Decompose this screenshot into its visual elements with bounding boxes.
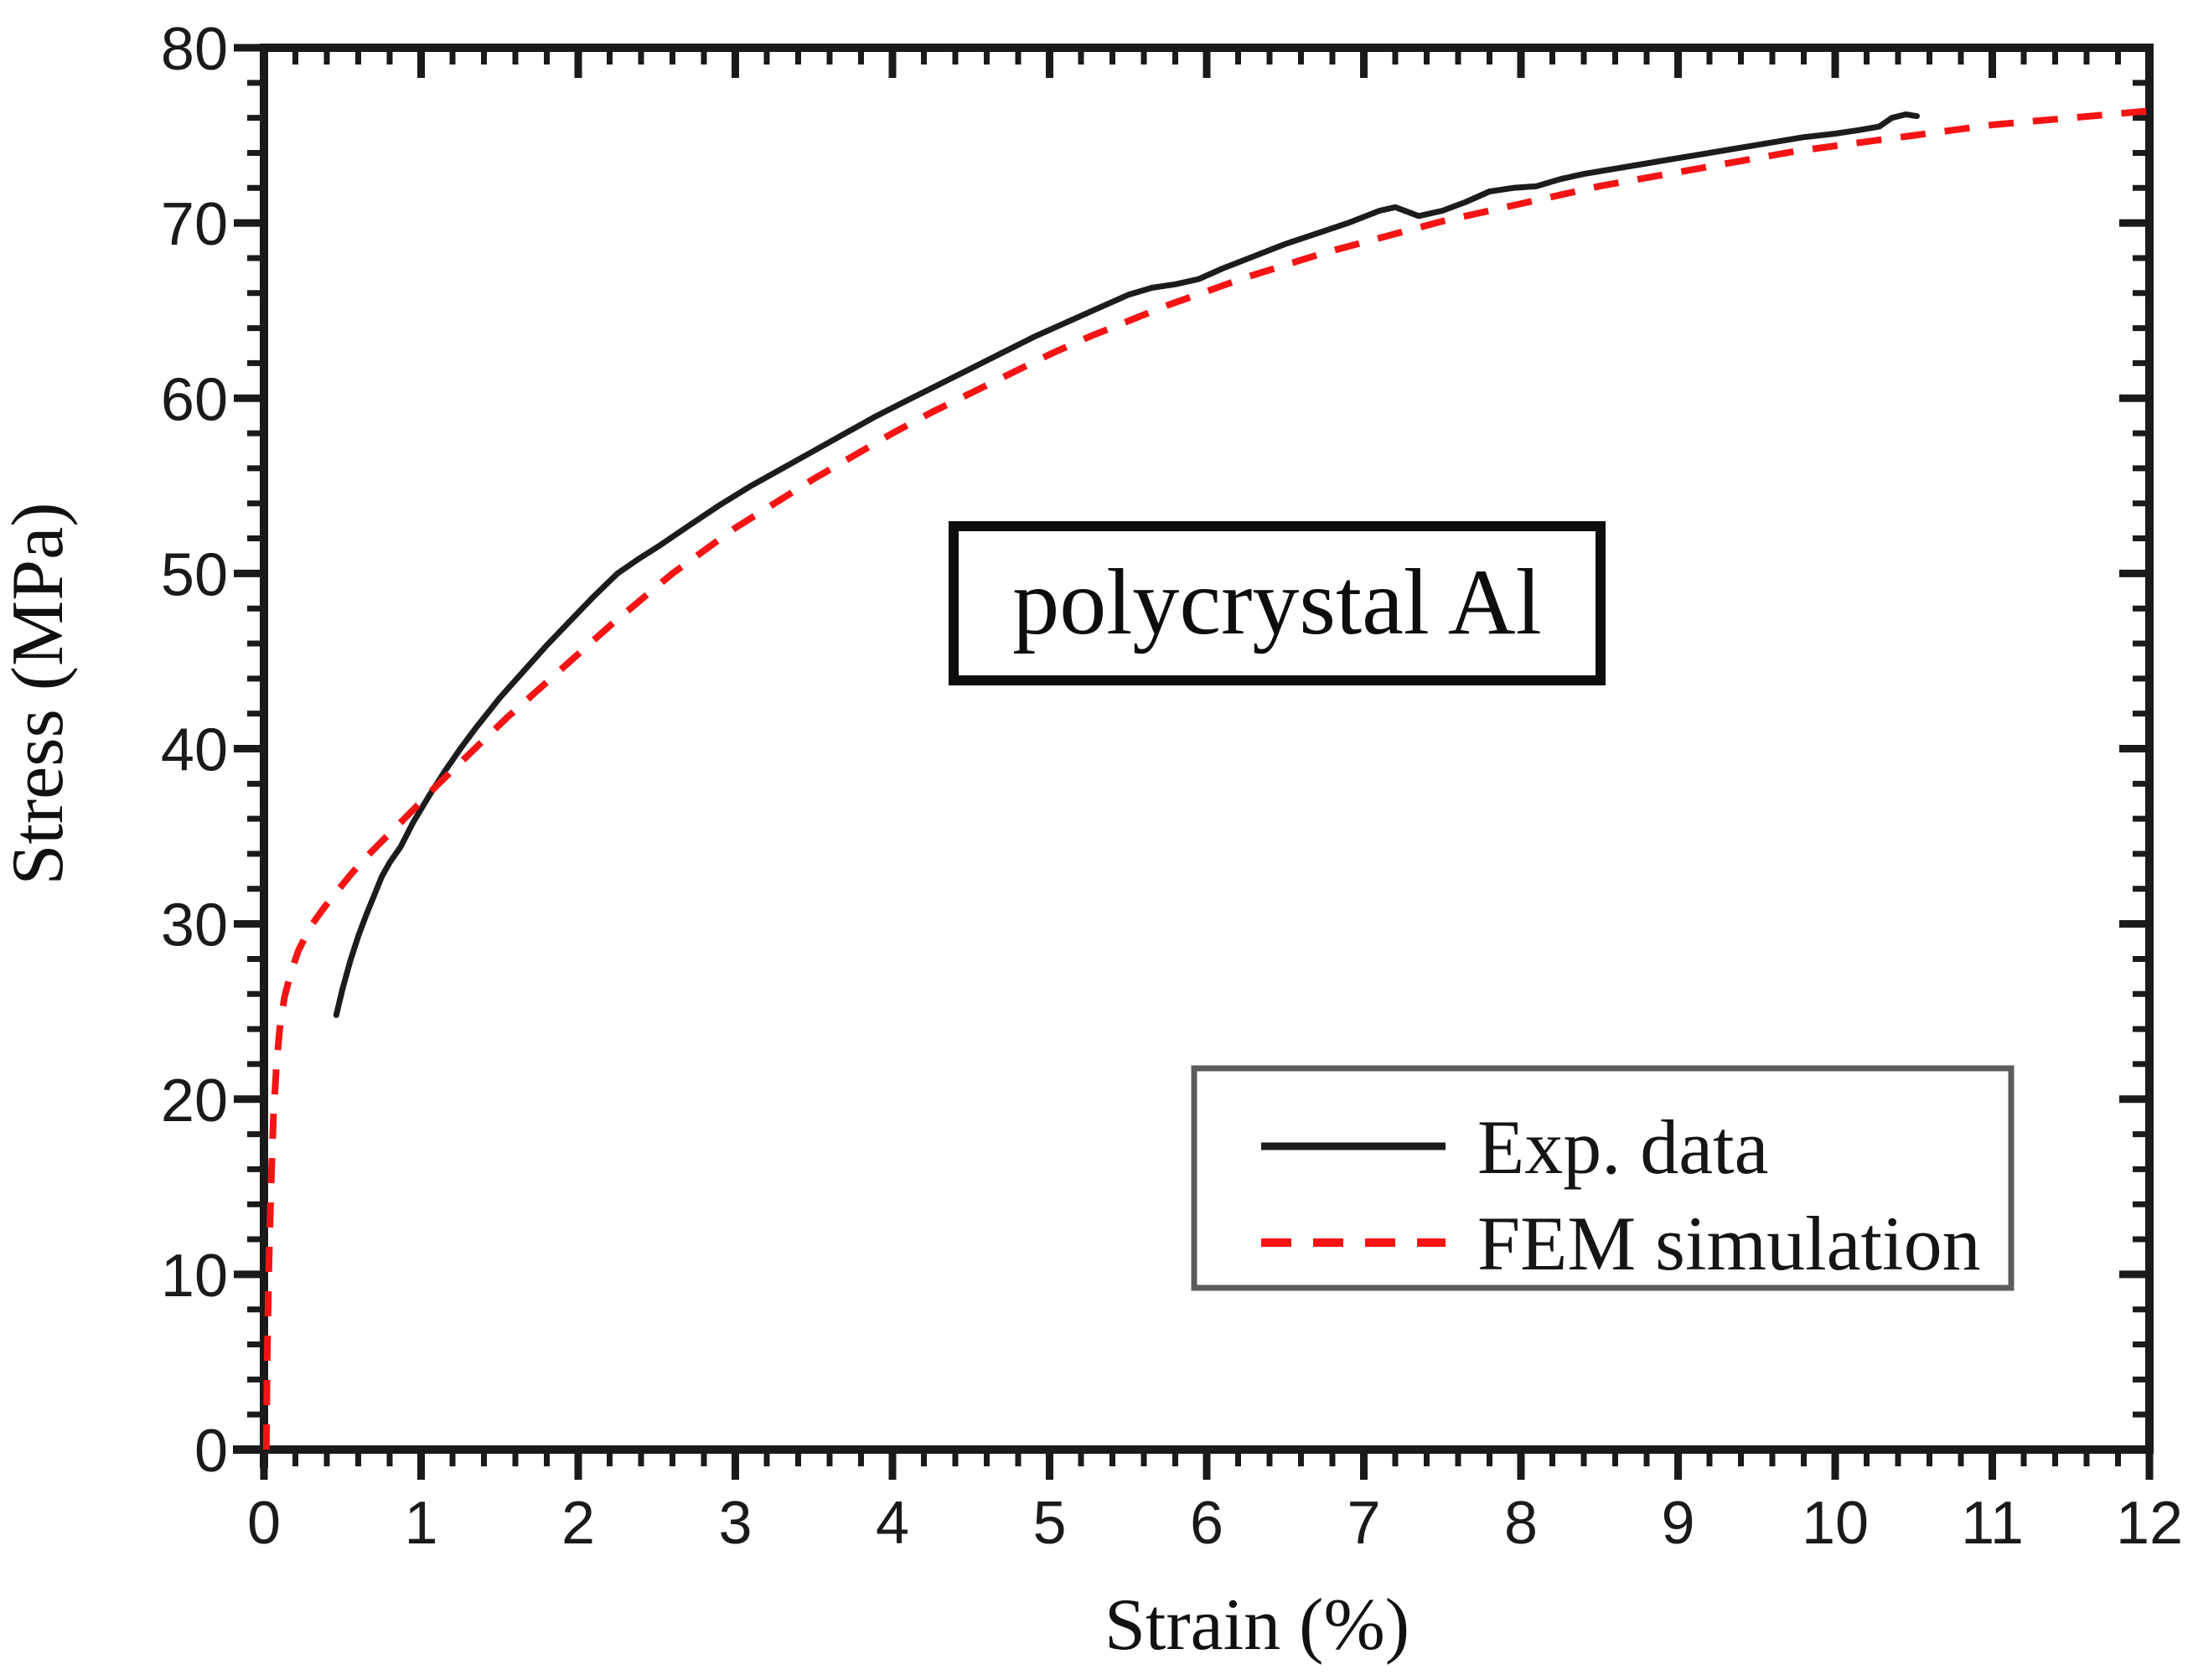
x-tick-label: 1: [404, 1490, 437, 1557]
x-tick-label: 6: [1190, 1490, 1223, 1557]
legend-exp-label: Exp. data: [1477, 1104, 1768, 1190]
y-tick-label: 80: [161, 16, 228, 83]
annotation-text: polycrystal Al: [1012, 551, 1541, 654]
fem-simulation-curve: [262, 107, 2150, 1450]
y-tick-label: 10: [161, 1243, 228, 1310]
y-tick-label: 40: [161, 717, 228, 784]
legend: Exp. data FEM simulation: [1191, 1065, 2015, 1291]
x-tick-label: 3: [718, 1490, 752, 1557]
y-tick-label: 50: [161, 541, 228, 608]
x-tick-label: 2: [561, 1490, 595, 1557]
y-tick-label: 30: [161, 892, 228, 959]
legend-fem-label: FEM simulation: [1477, 1201, 1981, 1286]
y-tick-label: 20: [161, 1067, 228, 1135]
x-tick-label: 11: [1961, 1490, 2024, 1557]
x-tick-label: 7: [1347, 1490, 1380, 1557]
x-tick-label: 4: [876, 1490, 909, 1557]
x-tick-label: 10: [1802, 1490, 1869, 1557]
y-axis-title: Stress (MPa): [0, 502, 79, 885]
x-tick-label: 0: [247, 1490, 281, 1557]
annotation-box: polycrystal Al: [949, 521, 1606, 685]
x-tick-label: 9: [1661, 1490, 1694, 1557]
x-tick-label: 12: [2116, 1490, 2183, 1557]
plot-border: [260, 44, 2154, 1454]
x-tick-label: 8: [1504, 1490, 1538, 1557]
annotation-border: [949, 521, 1606, 685]
x-tick-label: 5: [1032, 1490, 1066, 1557]
y-tick-label: 60: [161, 366, 228, 433]
legend-border: [1191, 1065, 2015, 1291]
y-tick-label: 0: [194, 1418, 228, 1485]
x-axis-title: Strain (%): [1104, 1584, 1409, 1666]
exp-data-curve: [333, 111, 1920, 1018]
y-tick-label: 70: [161, 191, 228, 258]
